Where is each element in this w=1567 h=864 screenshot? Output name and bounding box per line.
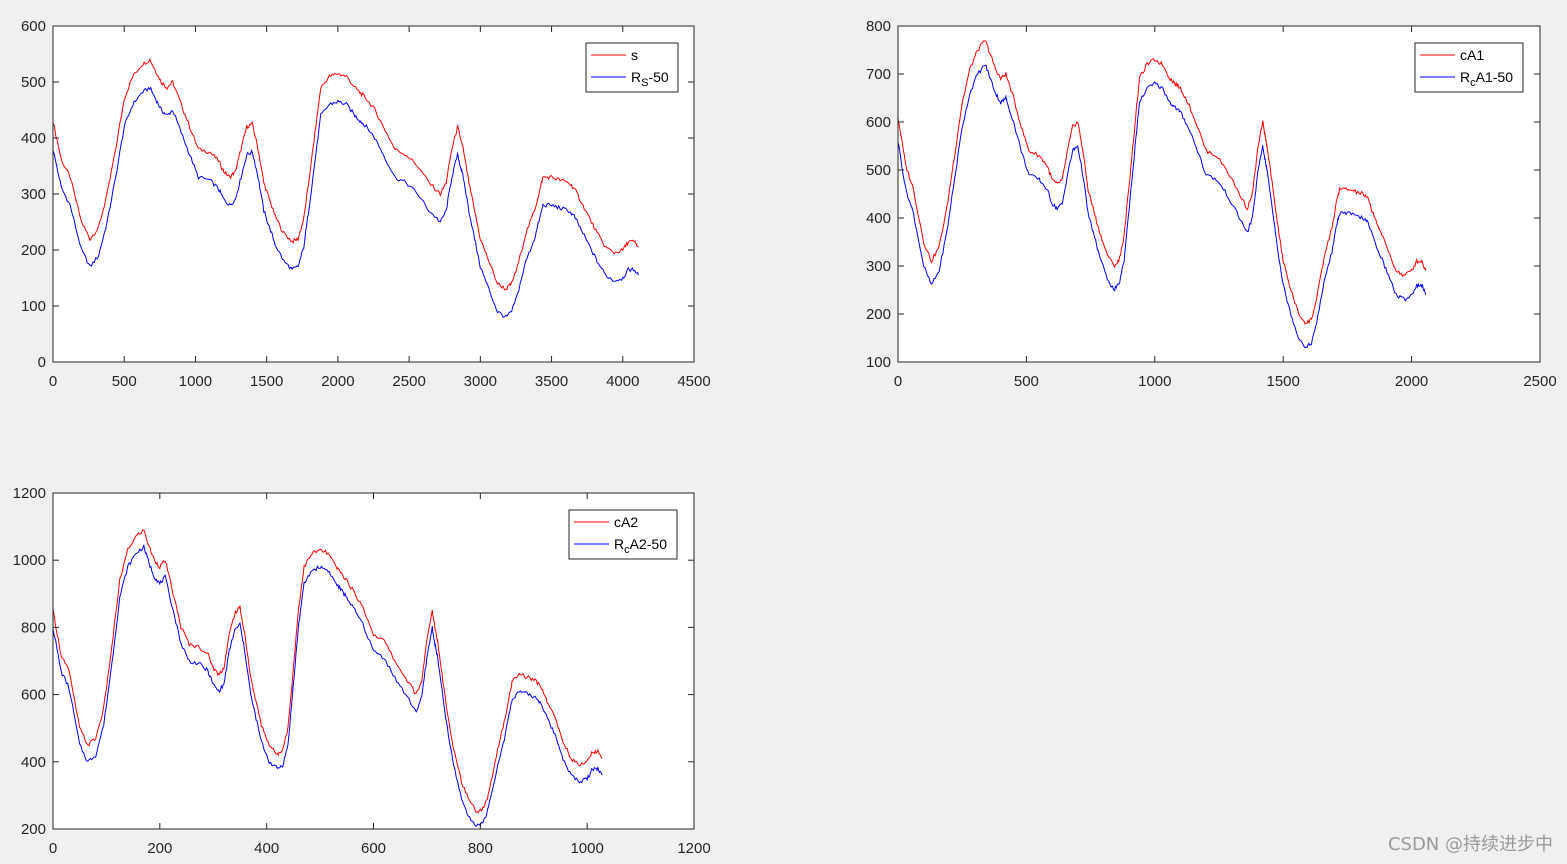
y-tick-label: 1000 [13,552,46,569]
y-tick-label: 0 [38,354,46,371]
legend-label: cA2 [614,514,638,530]
legend: s RS-50 [585,42,679,93]
x-tick-label: 800 [468,840,493,857]
x-tick-label: 4000 [606,373,639,390]
watermark: CSDN @持续进步中 [1387,834,1553,855]
series-line-blue [52,544,603,828]
x-tick-label: 3500 [535,373,568,390]
x-tick-label: 2000 [1395,373,1428,390]
y-tick-label: 300 [866,258,891,275]
y-tick-label: 400 [866,210,891,227]
y-tick-label: 1200 [13,485,46,502]
x-tick-label: 1000 [1138,373,1171,390]
series-line-red [52,57,639,291]
y-tick-label: 200 [21,821,46,838]
y-tick-label: 600 [21,18,46,35]
x-tick-label: 400 [254,840,279,857]
x-tick-label: 0 [49,373,57,390]
x-tick-label: 3000 [464,373,497,390]
chart-panel-3: 0 200 400 600 800 1000 12002004006008001000120… [13,485,711,857]
x-tick-label: 4500 [677,373,710,390]
y-tick-label: 700 [866,66,891,83]
legend-box [585,42,679,93]
y-tick-label: 100 [21,298,46,315]
legend-label: s [631,47,638,63]
y-tick-label: 400 [21,130,46,147]
x-tick-label: 1000 [570,840,603,857]
x-tick-label: 1500 [250,373,283,390]
y-tick-label: 500 [866,162,891,179]
x-tick-label: 0 [49,840,57,857]
x-tick-label: 1200 [677,840,710,857]
y-tick-label: 500 [21,74,46,91]
legend-label: RcA2-50 [614,536,667,556]
x-tick-label: 500 [1014,373,1039,390]
x-tick-label: 500 [112,373,137,390]
x-tick-label: 2500 [392,373,425,390]
series-line-red [897,40,1427,325]
x-tick-label: 1500 [1267,373,1300,390]
y-tick-label: 200 [21,242,46,259]
series-line-blue [897,64,1427,349]
x-tick-label: 1000 [179,373,212,390]
axes-box [897,25,1541,363]
legend-label: RcA1-50 [1460,69,1513,89]
legend-box [1414,42,1524,93]
x-tick-label: 2000 [321,373,354,390]
x-tick-label: 600 [361,840,386,857]
legend: cA1 RcA1-50 [1414,42,1524,93]
chart-panel-2: 0 500 1000 1500 2000 2500 100 200 300 400 500 600 70… [866,18,1557,390]
legend-box [568,509,678,560]
series-line-red [52,529,603,814]
y-tick-label: 400 [21,754,46,771]
y-tick-label: 200 [866,306,891,323]
y-tick-label: 800 [866,18,891,35]
y-tick-label: 600 [866,114,891,131]
y-tick-label: 600 [21,687,46,704]
x-tick-label: 200 [147,840,172,857]
x-tick-label: 0 [894,373,902,390]
series-line-blue [52,86,639,318]
legend-label: RS-50 [631,69,669,89]
chart-panel-1: 0 500 1000 1500 2000 2500 3000 3500 4000 4500 0 100… [21,18,711,390]
y-tick-label: 800 [21,619,46,636]
legend-label: cA1 [1460,47,1484,63]
y-tick-label: 300 [21,186,46,203]
x-tick-label: 2500 [1523,373,1556,390]
legend: cA2 RcA2-50 [568,509,678,560]
y-tick-label: 100 [866,354,891,371]
